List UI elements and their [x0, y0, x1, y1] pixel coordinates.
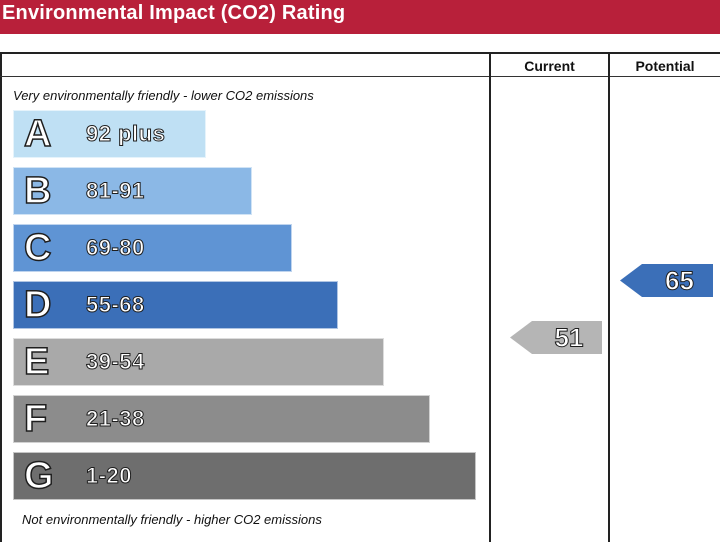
- band-range: 55-68: [86, 292, 145, 317]
- current-rating-arrow-value: 51: [555, 323, 584, 353]
- potential-rating-arrow-shape: [620, 264, 713, 297]
- band-b: B 81-91: [13, 167, 252, 215]
- band-letter: E: [23, 341, 50, 383]
- band-letter: A: [23, 113, 52, 155]
- header-divider: [0, 76, 720, 77]
- band-letter: D: [23, 284, 52, 326]
- current-rating-arrow-shape: [510, 321, 602, 354]
- band-range: 21-38: [86, 406, 145, 431]
- band-f: F 21-38: [13, 395, 430, 443]
- band-d: D 55-68: [13, 281, 338, 329]
- title-bar: Environmental Impact (CO2) Rating: [0, 0, 720, 34]
- current-column-header: Current: [524, 58, 575, 74]
- band-a: A 92 plus: [13, 110, 206, 158]
- band-range: 1-20: [85, 463, 133, 488]
- band-range: 92 plus: [85, 121, 166, 146]
- chart-title: Environmental Impact (CO2) Rating: [2, 2, 346, 24]
- band-g: G 1-20: [13, 452, 476, 500]
- potential-rating-arrow-value: 65: [665, 266, 694, 296]
- band-letter: G: [23, 455, 54, 497]
- current-rating-arrow: 51: [510, 321, 602, 354]
- bottom-caption: Not environmentally friendly - higher CO…: [22, 512, 322, 527]
- band-letter: F: [23, 398, 48, 440]
- band-range: 39-54: [86, 349, 145, 374]
- band-range: 69-80: [86, 235, 145, 260]
- potential-column-header: Potential: [635, 58, 695, 74]
- band-range: 81-91: [86, 178, 145, 203]
- potential-column-divider: [608, 52, 610, 542]
- rating-frame: [0, 52, 720, 542]
- current-column-divider: [489, 52, 491, 542]
- band-letter: C: [23, 227, 52, 269]
- band-e: E 39-54: [13, 338, 384, 386]
- top-caption: Very environmentally friendly - lower CO…: [13, 88, 314, 103]
- band-letter: B: [23, 170, 52, 212]
- band-c: C 69-80: [13, 224, 292, 272]
- potential-rating-arrow: 65: [620, 264, 713, 297]
